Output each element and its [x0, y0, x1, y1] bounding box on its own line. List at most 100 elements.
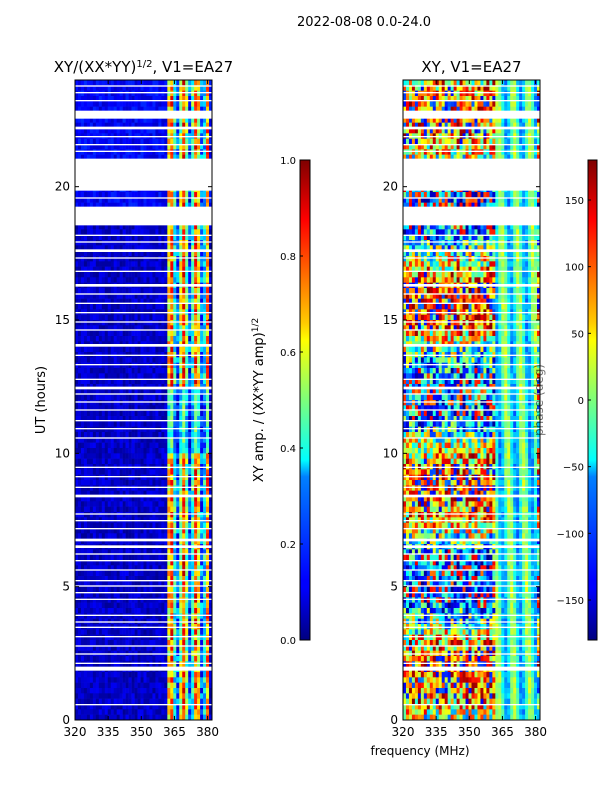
heatmap-cell — [122, 197, 126, 203]
heatmap-cell — [89, 154, 94, 161]
heatmap-cell — [209, 394, 212, 401]
heatmap-cell — [140, 288, 144, 294]
heatmap-cell — [149, 368, 153, 374]
heatmap-cell — [143, 613, 147, 619]
heatmap-cell — [128, 138, 132, 145]
heatmap-cell — [83, 458, 88, 465]
heatmap-cell — [113, 314, 117, 321]
heatmap-cell — [134, 144, 138, 150]
heatmap-cell — [110, 80, 115, 86]
heatmap-cell — [75, 80, 79, 86]
heatmap-cell — [83, 608, 88, 614]
heatmap-cell — [107, 96, 112, 102]
heatmap-cell — [143, 197, 147, 203]
heatmap-cell — [107, 501, 112, 507]
heatmap-cell — [107, 277, 112, 283]
heatmap-cell — [122, 458, 126, 465]
heatmap-cell — [128, 549, 132, 555]
heatmap-cell — [209, 240, 212, 246]
heatmap-cell — [149, 597, 153, 603]
heatmap-cell — [176, 80, 180, 86]
heatmap-cell — [122, 122, 126, 129]
heatmap-cell — [146, 581, 150, 587]
heatmap-cell — [95, 378, 100, 385]
heatmap-cell — [107, 325, 112, 331]
heatmap-cell — [110, 346, 115, 353]
heatmap-cell — [92, 362, 97, 369]
heatmap-cell — [176, 128, 180, 134]
heatmap-cell — [137, 570, 141, 577]
heatmap-cell — [185, 453, 189, 459]
heatmap-cell — [170, 469, 174, 475]
heatmap-cell — [128, 192, 132, 198]
heatmap-cell — [182, 405, 186, 411]
heatmap-cell — [95, 640, 100, 646]
heatmap-cell — [203, 634, 207, 641]
heatmap-cell — [95, 389, 100, 395]
heatmap-cell — [176, 330, 180, 337]
heatmap-cell — [98, 378, 103, 385]
heatmap-cell — [140, 554, 144, 561]
heatmap-cell — [77, 378, 82, 385]
heatmap-cell — [92, 410, 97, 417]
heatmap-cell — [75, 538, 79, 545]
heatmap-cell — [113, 405, 117, 411]
heatmap-cell — [182, 277, 186, 283]
heatmap-cell — [188, 400, 192, 406]
heatmap-cell — [95, 192, 100, 198]
heatmap-cell — [95, 144, 100, 150]
heatmap-cell — [185, 197, 189, 203]
heatmap-cell — [140, 245, 144, 251]
heatmap-cell — [140, 634, 144, 641]
heatmap-cell — [161, 554, 165, 561]
heatmap-cell — [89, 506, 94, 513]
heatmap-cell — [158, 330, 162, 337]
heatmap-cell — [89, 389, 94, 395]
heatmap-cell — [161, 576, 165, 582]
heatmap-cell — [140, 410, 144, 417]
heatmap-cell — [200, 240, 204, 246]
heatmap-cell — [191, 240, 195, 246]
heatmap-cell — [209, 122, 212, 129]
heatmap-cell — [155, 410, 159, 417]
heatmap-cell — [182, 528, 186, 534]
heatmap-cell — [167, 250, 171, 257]
heatmap-cell — [110, 512, 115, 518]
heatmap-cell — [209, 565, 212, 571]
heatmap-cell — [143, 576, 147, 582]
heatmap-cell — [134, 645, 138, 651]
heatmap-cell — [143, 256, 147, 262]
heatmap-cell — [134, 581, 138, 587]
heatmap-cell — [95, 368, 100, 374]
heatmap-cell — [152, 138, 156, 145]
heatmap-cell — [83, 522, 88, 529]
heatmap-cell — [119, 245, 123, 251]
heatmap-cell — [128, 458, 132, 465]
heatmap-cell — [101, 298, 106, 305]
heatmap-cell — [104, 240, 109, 246]
heatmap-cell — [194, 640, 198, 646]
heatmap-cell — [152, 90, 156, 97]
heatmap-cell — [122, 234, 126, 241]
heatmap-cell — [203, 192, 207, 198]
heatmap-cell — [92, 240, 97, 246]
heatmap-cell — [194, 298, 198, 305]
heatmap-cell — [89, 314, 94, 321]
heatmap-cell — [75, 437, 79, 443]
heatmap-cell — [125, 90, 129, 97]
heatmap-cell — [116, 437, 120, 443]
heatmap-cell — [152, 330, 156, 337]
heatmap-cell — [128, 597, 132, 603]
heatmap-cell — [77, 501, 82, 507]
heatmap-cell — [89, 202, 94, 209]
heatmap-cell — [77, 229, 82, 235]
heatmap-cell — [155, 149, 159, 155]
heatmap-cell — [131, 581, 135, 587]
heatmap-cell — [176, 154, 180, 161]
heatmap-cell — [143, 597, 147, 603]
heatmap-cell — [197, 192, 201, 198]
heatmap-cell — [173, 474, 177, 481]
heatmap-cell — [125, 549, 129, 555]
heatmap-cell — [197, 122, 201, 129]
heatmap-cell — [167, 128, 171, 134]
